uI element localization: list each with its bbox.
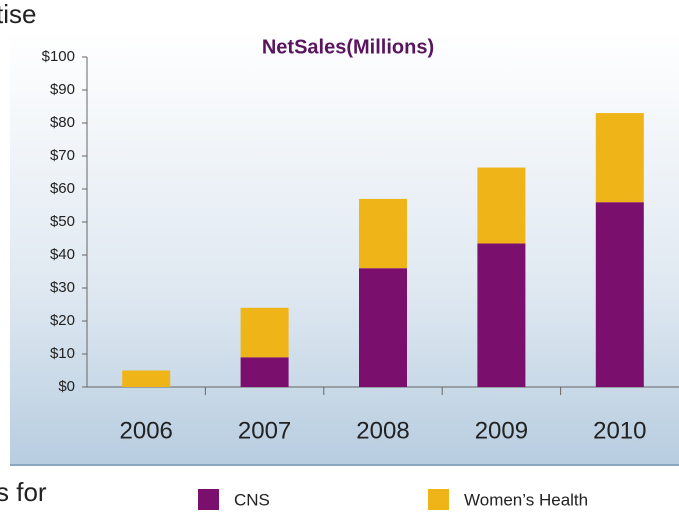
y-tick-label: $70 — [50, 147, 75, 164]
x-tick-label: 2010 — [593, 417, 646, 444]
x-tick-label: 2006 — [120, 417, 173, 444]
y-tick-label: $80 — [50, 114, 75, 131]
bar-segment — [595, 113, 644, 203]
legend-label: Women’s Health — [464, 490, 588, 509]
legend-swatch — [428, 489, 449, 510]
chart-background — [10, 30, 679, 465]
page-text: tise — [0, 0, 36, 29]
y-tick-label: $0 — [58, 378, 75, 395]
page-text: s for — [0, 477, 47, 507]
bar-segment — [359, 198, 407, 269]
y-tick-label: $40 — [50, 246, 75, 263]
y-tick-label: $20 — [50, 312, 75, 329]
chart-title: NetSales(Millions) — [262, 36, 434, 58]
bar-segment — [477, 167, 526, 244]
x-tick-label: 2008 — [356, 417, 409, 444]
bar-segment — [240, 357, 289, 387]
legend-label: CNS — [234, 490, 270, 509]
bar-segment — [359, 268, 407, 387]
y-tick-label: $50 — [50, 213, 75, 230]
bar-segment — [122, 370, 171, 387]
y-tick-label: $90 — [50, 81, 75, 98]
y-tick-label: $100 — [42, 48, 75, 65]
legend-swatch — [198, 489, 219, 510]
y-tick-label: $30 — [50, 279, 75, 296]
bar-segment — [595, 202, 644, 387]
y-tick-label: $60 — [50, 180, 75, 197]
x-tick-label: 2007 — [238, 417, 291, 444]
x-tick-label: 2009 — [475, 417, 528, 444]
bar-segment — [240, 307, 289, 358]
bar-segment — [477, 243, 526, 387]
y-tick-label: $10 — [50, 345, 75, 362]
